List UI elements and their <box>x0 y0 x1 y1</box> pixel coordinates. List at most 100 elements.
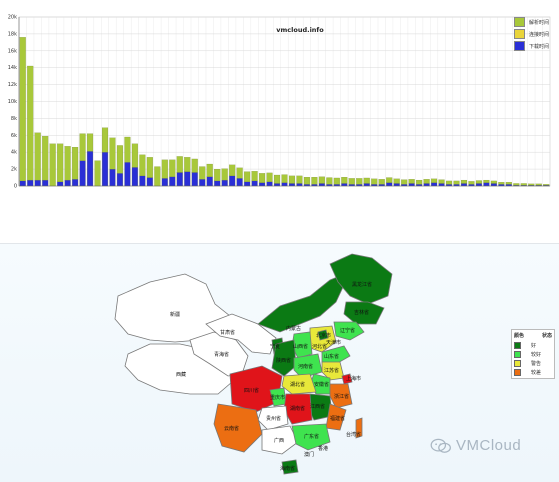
bar-segment <box>483 179 490 183</box>
province-shaanxi[interactable] <box>271 339 297 377</box>
chart-panel: 0 2k 4k 6k 8k 10k 12k 14k 16k 18k 20k vmcloud.info … <box>0 14 559 244</box>
legend-swatch <box>514 29 525 39</box>
bar-segment <box>281 182 288 187</box>
province-jiangsu[interactable] <box>321 361 345 381</box>
y-tick-label: 6k <box>11 133 17 139</box>
label-tianjin: 天津市 <box>326 339 341 346</box>
province-guangdong[interactable] <box>291 423 331 451</box>
label-guangdong: 广东省 <box>304 433 319 440</box>
bar-segment <box>535 183 542 186</box>
bar-segment <box>169 159 176 177</box>
bar-segment <box>161 178 168 187</box>
province-guangxi[interactable] <box>261 425 299 455</box>
map-legend-item: 警告 <box>514 359 552 368</box>
province-shandong[interactable] <box>321 345 351 365</box>
bar-segment <box>423 179 430 184</box>
bar-segment <box>475 183 482 187</box>
bar-segment <box>401 179 408 185</box>
bar-segment <box>431 182 438 187</box>
bar-segment <box>109 137 116 170</box>
province-beijing[interactable] <box>317 329 329 341</box>
label-liaoning: 辽宁省 <box>340 327 355 334</box>
bar-segment <box>423 183 430 187</box>
china-map: 新疆 西藏 青海省 甘肃省 内蒙古 黑龙江省 吉林省 辽宁省 北京市 天津市 河… <box>114 253 393 475</box>
bar-segment <box>101 127 109 153</box>
label-shanghai: 上海市 <box>346 375 361 382</box>
map-legend-item: 较差 <box>514 368 552 377</box>
bar-segment <box>348 178 355 185</box>
province-henan[interactable] <box>293 353 323 379</box>
bar-segment <box>311 177 318 185</box>
province-guizhou[interactable] <box>257 405 289 431</box>
province-gansu[interactable] <box>205 313 277 355</box>
legend-swatch <box>514 41 525 51</box>
bar-segment <box>266 172 273 182</box>
bar-segment <box>139 175 146 187</box>
chart-title: vmcloud.info <box>276 26 324 34</box>
label-hebei: 河北省 <box>312 343 327 350</box>
map-legend: 颜色 状态 好 较好 警告 较差 <box>511 329 555 379</box>
bar-segment <box>468 181 475 185</box>
province-liaoning[interactable] <box>333 321 365 341</box>
map-legend-item: 较好 <box>514 350 552 359</box>
bar-segment <box>408 179 415 184</box>
bar-segment <box>94 160 101 187</box>
bar-segment <box>296 175 303 184</box>
bar-segment <box>259 182 266 187</box>
bar-segment <box>460 183 468 187</box>
label-zhejiang: 浙江省 <box>334 393 349 400</box>
bar-segment <box>72 147 79 180</box>
bar-segment <box>214 169 221 182</box>
bar-segment <box>236 178 243 187</box>
bar-segment <box>251 171 258 182</box>
bar-segment <box>87 151 94 187</box>
bar-segment <box>101 152 109 187</box>
legend-label: 连接时间 <box>529 31 550 38</box>
province-jilin[interactable] <box>343 301 385 325</box>
label-ningxia: 宁夏 <box>270 343 280 350</box>
bar-segment <box>266 181 273 187</box>
bar-segment <box>19 180 26 187</box>
bar-segment <box>274 174 281 184</box>
bar-segment <box>79 160 86 187</box>
bar-segment <box>393 178 400 184</box>
map-legend-label: 好 <box>531 343 537 349</box>
bar-segment <box>393 183 400 187</box>
bar-segment <box>490 180 497 184</box>
label-qinghai: 青海省 <box>214 351 229 358</box>
y-tick-label: 20k <box>8 15 17 21</box>
bar-segment <box>318 183 325 187</box>
province-yunnan[interactable] <box>213 403 263 453</box>
bar-segment <box>206 176 213 187</box>
province-fujian[interactable] <box>325 403 347 431</box>
label-shaanxi: 陕西省 <box>276 357 291 364</box>
bar-segment <box>438 179 445 184</box>
province-shanghai[interactable] <box>341 373 353 385</box>
bar-segment <box>386 182 393 187</box>
y-tick-label: 4k <box>11 150 17 156</box>
map-legend-swatch <box>514 369 521 376</box>
bar-segment <box>42 179 49 187</box>
bar-segment <box>416 179 423 185</box>
label-henan: 河南省 <box>298 363 313 370</box>
label-shandong: 山东省 <box>324 353 339 360</box>
legend-item: 解析时间 <box>514 16 549 28</box>
watermark-text: VMCloud <box>456 437 522 454</box>
bar-segment <box>191 172 198 187</box>
bar-segment <box>244 171 251 182</box>
label-xinjiang: 新疆 <box>170 311 180 318</box>
province-taiwan[interactable] <box>355 417 363 439</box>
bar-segment <box>363 183 370 187</box>
bar-segment <box>341 183 348 187</box>
province-heilongjiang[interactable] <box>329 253 393 305</box>
map-legend-swatch <box>514 360 521 367</box>
bar-segment <box>116 173 123 187</box>
province-xinjiang[interactable] <box>114 273 231 343</box>
map-legend-swatch <box>514 342 521 349</box>
province-zhejiang[interactable] <box>329 383 353 409</box>
bar-segment <box>460 179 468 184</box>
label-neimenggu: 内蒙古 <box>286 325 301 332</box>
y-tick-label: 16k <box>8 48 17 54</box>
province-hainan[interactable] <box>281 459 299 475</box>
province-hubei[interactable] <box>281 373 317 395</box>
